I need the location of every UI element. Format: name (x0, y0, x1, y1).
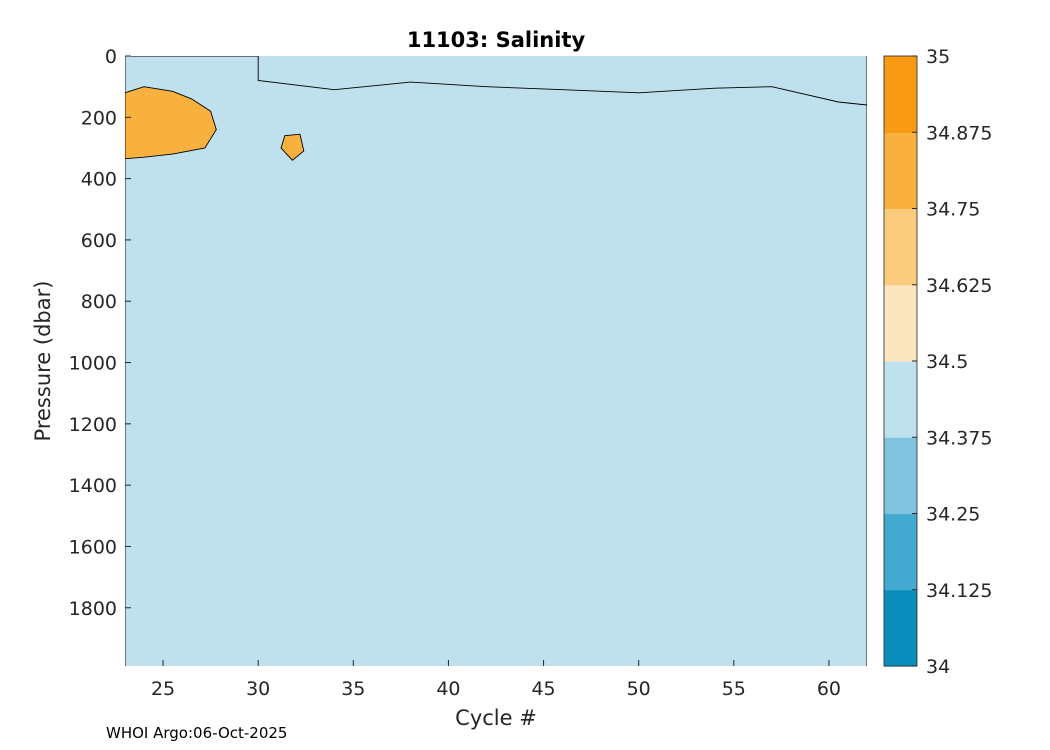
x-axis-label: Cycle # (455, 706, 537, 730)
chart-title: 11103: Salinity (407, 28, 586, 52)
x-tick-label: 35 (341, 678, 365, 700)
x-tick-label: 50 (627, 678, 651, 700)
y-tick-label: 1800 (69, 598, 117, 620)
colorbar-tick-label: 35 (926, 46, 950, 68)
colorbar-tick-label: 34.875 (926, 122, 992, 144)
y-tick-label: 400 (81, 169, 117, 191)
x-tick-label: 30 (246, 678, 270, 700)
y-tick-label: 800 (81, 291, 117, 313)
colorbar-swatch (884, 56, 917, 133)
plot-area (125, 56, 867, 666)
y-axis: 0 200 400 600 800 1000 1200 1400 1600 1800 (69, 46, 131, 620)
colorbar-swatch (884, 361, 917, 438)
colorbar-swatch (884, 437, 917, 515)
colorbar: 34 34.125 34.25 34.375 34.5 34.625 34.75 34.875… (883, 46, 992, 678)
y-tick-label: 1600 (69, 536, 117, 558)
x-tick-label: 55 (722, 678, 746, 700)
salinity-34.75-34.875-patch (125, 86, 217, 160)
colorbar-tick-label: 34.25 (926, 504, 980, 526)
footer-credit: WHOI Argo:06-Oct-2025 (106, 724, 288, 742)
colorbar-swatch (884, 589, 917, 667)
y-tick-label: 1400 (69, 475, 117, 497)
y-axis-label: Pressure (dbar) (31, 281, 55, 442)
y-tick-label: 1200 (69, 414, 117, 436)
colorbar-tick-label: 34 (926, 656, 950, 678)
salinity-34.75-34.875-small-patch (280, 133, 305, 161)
x-tick-label: 25 (151, 678, 175, 700)
colorbar-tick-label: 34.5 (926, 351, 968, 373)
y-tick-label: 1000 (69, 353, 117, 375)
colorbar-swatch (884, 208, 917, 286)
salinity-34.375-34.5-surface-lens (257, 56, 867, 106)
salinity-34.375-34.5-surface (125, 56, 867, 666)
colorbar-swatch (884, 513, 917, 591)
colorbar-tick-label: 34.125 (926, 580, 992, 602)
x-axis: 25 30 35 40 45 50 55 60 (151, 660, 841, 700)
colorbar-tick-label: 34.625 (926, 275, 992, 297)
colorbar-tick-label: 34.375 (926, 427, 992, 449)
x-tick-label: 45 (531, 678, 555, 700)
y-tick-label: 200 (81, 107, 117, 129)
colorbar-swatch (884, 132, 917, 210)
x-tick-label: 60 (817, 678, 841, 700)
y-tick-label: 600 (81, 230, 117, 252)
colorbar-swatch (884, 284, 917, 362)
colorbar-tick-label: 34.75 (926, 199, 980, 221)
x-tick-label: 40 (436, 678, 460, 700)
contour-layers (125, 56, 867, 666)
y-tick-label: 0 (105, 46, 117, 68)
